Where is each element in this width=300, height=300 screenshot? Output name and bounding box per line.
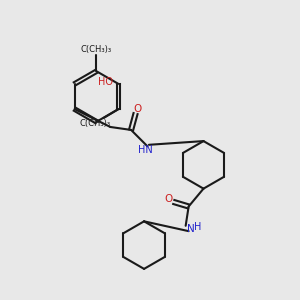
Text: N: N <box>187 224 195 234</box>
Text: HN: HN <box>138 145 152 155</box>
Text: HO: HO <box>98 77 112 87</box>
Text: O: O <box>133 104 141 114</box>
Text: C(CH₃)₃: C(CH₃)₃ <box>81 45 112 54</box>
Text: H: H <box>194 222 202 232</box>
Text: C(CH₃)₃: C(CH₃)₃ <box>79 119 110 128</box>
Text: O: O <box>164 194 172 204</box>
